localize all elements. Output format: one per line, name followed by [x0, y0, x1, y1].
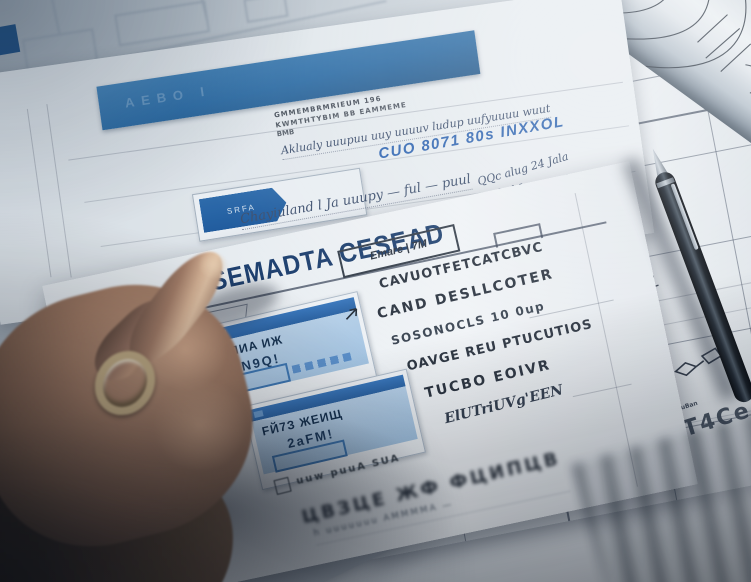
side-label: V02 — [171, 352, 197, 373]
spec-rule — [572, 383, 632, 398]
titlebar-tab — [202, 332, 214, 342]
banner-ghost-text: AEBO I — [123, 82, 212, 111]
margin-rule — [46, 104, 72, 278]
doc-right-rule — [574, 193, 638, 487]
doc-checkbox — [273, 476, 292, 495]
left-edge-blue-chip-top — [0, 24, 21, 56]
titlebar-tab — [215, 329, 228, 339]
field-value: Emare | 7M — [368, 237, 429, 263]
margin-rule — [26, 108, 52, 278]
arrow-doodle — [345, 307, 358, 320]
print-line: BMB — [276, 128, 295, 139]
panel-toolbar-squares — [291, 352, 352, 374]
titlebar-tab — [253, 410, 264, 418]
